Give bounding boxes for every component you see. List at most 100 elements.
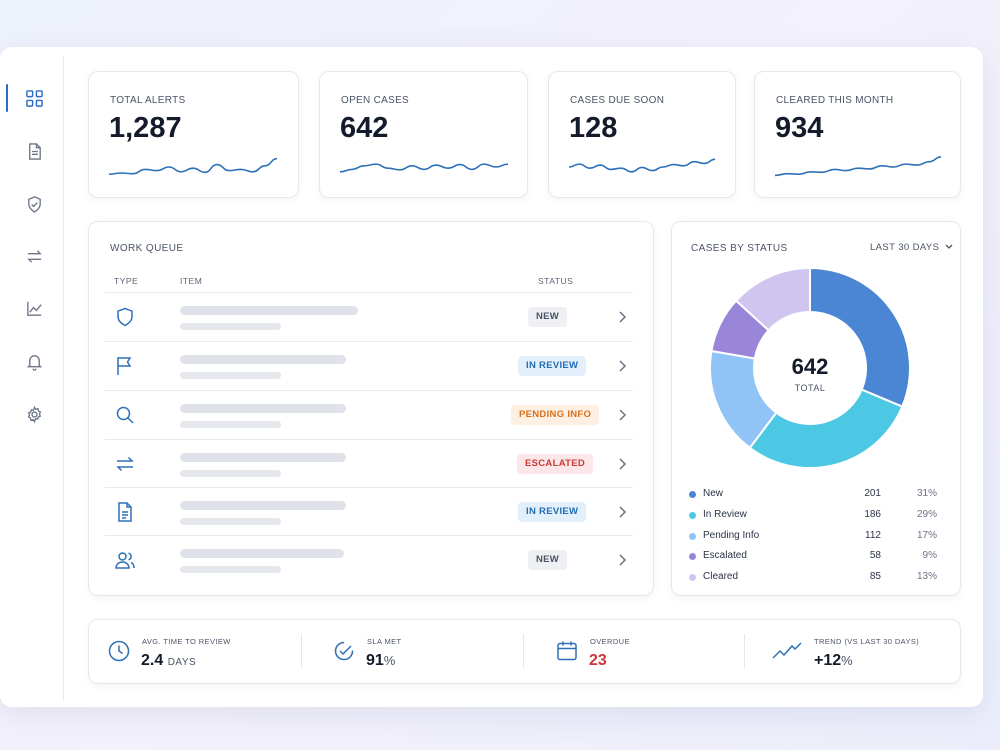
sparkline-path (569, 158, 715, 173)
table-row[interactable]: NEW (105, 292, 633, 341)
chevron-right-icon[interactable] (617, 407, 627, 423)
kpi-card-total-alerts[interactable]: TOTAL ALERTS 1,287 (88, 71, 299, 198)
stat-number: 23 (589, 652, 607, 669)
sidebar-item-notifications[interactable] (6, 341, 63, 381)
donut-slice-new[interactable] (809, 266, 911, 408)
divider (744, 634, 745, 668)
kpi-card-open-cases[interactable]: OPEN CASES 642 (319, 71, 528, 198)
legend-percent: 31% (916, 488, 937, 499)
grid-icon (26, 89, 43, 107)
kpi-card-cleared-this-month[interactable]: CLEARED THIS MONTH 934 (754, 71, 961, 198)
item-subtitle-placeholder (180, 421, 281, 428)
item-title-placeholder (180, 453, 346, 462)
clock-icon (108, 640, 130, 662)
table-row[interactable]: IN REVIEW (105, 341, 633, 390)
stat-overdue: OVERDUE 23 (555, 620, 735, 682)
sidebar-item-compliance[interactable] (6, 184, 63, 224)
stat-trend: TREND (VS LAST 30 DAYS) +12% (772, 620, 957, 682)
sidebar-item-reports[interactable] (6, 288, 63, 328)
legend-swatch (689, 574, 696, 582)
sparkline-path (109, 157, 277, 175)
stat-label: TREND (VS LAST 30 DAYS) (814, 637, 920, 646)
chevron-down-icon (945, 245, 953, 250)
sidebar-item-settings[interactable] (6, 394, 63, 434)
status-badge: NEW (528, 550, 568, 570)
sidebar-item-documents[interactable] (6, 131, 63, 171)
donut-slice-in-review[interactable] (748, 388, 904, 469)
stat-unit: % (841, 653, 854, 668)
table-row[interactable]: NEW (105, 535, 633, 584)
cases-by-status-card: CASES BY STATUS LAST 30 DAYS 642 TOTAL N… (671, 221, 961, 596)
sparkline (569, 158, 715, 173)
stat-sla-met: SLA MET 91% (332, 620, 512, 682)
donut-slice-cleared[interactable] (734, 266, 811, 332)
sparkline (109, 157, 277, 175)
divider (523, 634, 524, 668)
dashboard-panel: TOTAL ALERTS 1,287 OPEN CASES 642 CASES … (0, 47, 983, 707)
legend-swatch (689, 532, 696, 540)
legend-item: Escalated 58 9% (689, 549, 939, 565)
status-badge: NEW (528, 307, 568, 327)
summary-stats-bar: AVG. TIME TO REVIEW 2.4 DAYS SLA MET 91%… (88, 619, 961, 684)
stat-value: 2.4 DAYS (141, 652, 196, 670)
item-title-placeholder (180, 306, 358, 315)
stat-label: SLA MET (367, 637, 402, 646)
table-row[interactable]: ESCALATED (105, 439, 633, 488)
stat-label: AVG. TIME TO REVIEW (142, 637, 231, 646)
legend-count: 58 (869, 550, 881, 562)
column-header-item: ITEM (180, 276, 203, 286)
item-subtitle-placeholder (180, 470, 281, 477)
trend-up-icon (772, 642, 802, 659)
item-subtitle-placeholder (180, 518, 281, 525)
cases-by-status-title: CASES BY STATUS (691, 243, 788, 254)
shield-check-icon (28, 195, 41, 213)
stat-number: 2.4 (141, 652, 164, 669)
sidebar (6, 57, 64, 701)
legend-percent: 17% (916, 529, 937, 541)
shield-icon (117, 307, 133, 327)
chevron-right-icon[interactable] (617, 358, 627, 374)
status-badge: IN REVIEW (518, 356, 587, 376)
status-badge: PENDING INFO (511, 405, 600, 425)
date-range-dropdown[interactable]: LAST 30 DAYS (870, 242, 953, 253)
stat-number: 91 (366, 652, 384, 669)
legend-label: Escalated (703, 550, 747, 562)
work-queue-card: WORK QUEUE TYPE ITEM STATUS NEW IN REVIE… (88, 221, 654, 596)
document-icon (29, 142, 41, 160)
divider (301, 634, 302, 668)
legend-label: Pending Info (703, 529, 760, 541)
kpi-label: CASES DUE SOON (570, 95, 665, 106)
legend-item: New 201 31% (689, 487, 939, 503)
sparkline (775, 156, 941, 177)
item-subtitle-placeholder (180, 372, 281, 379)
legend-label: In Review (703, 508, 747, 520)
legend-percent: 9% (922, 550, 937, 562)
gear-icon (27, 405, 42, 423)
work-queue-title: WORK QUEUE (110, 243, 184, 254)
chevron-right-icon[interactable] (617, 309, 627, 325)
table-row[interactable]: IN REVIEW (105, 487, 633, 536)
kpi-value: 642 (340, 112, 389, 144)
status-badge: IN REVIEW (518, 502, 587, 522)
legend-percent: 29% (916, 508, 937, 520)
chevron-right-icon[interactable] (617, 552, 627, 568)
table-row[interactable]: PENDING INFO (105, 390, 633, 439)
stat-avg-time-to-review: AVG. TIME TO REVIEW 2.4 DAYS (107, 620, 297, 682)
stat-unit: DAYS (167, 657, 197, 668)
kpi-value: 934 (775, 112, 824, 144)
sidebar-item-transfers[interactable] (6, 236, 63, 276)
sparkline-path (775, 156, 941, 177)
donut-total-value: 642 (791, 354, 829, 379)
stat-unit: % (383, 653, 396, 668)
chevron-right-icon[interactable] (617, 504, 627, 520)
kpi-value: 128 (569, 112, 618, 144)
flag-icon (117, 357, 132, 375)
chevron-right-icon[interactable] (617, 456, 627, 472)
sidebar-item-dashboard[interactable] (6, 78, 63, 118)
bell-icon (26, 354, 43, 371)
kpi-card-cases-due-soon[interactable]: CASES DUE SOON 128 (548, 71, 736, 198)
stat-number: +12 (814, 652, 842, 669)
kpi-label: OPEN CASES (341, 95, 410, 106)
kpi-label: CLEARED THIS MONTH (776, 95, 894, 106)
legend-count: 112 (865, 529, 881, 541)
